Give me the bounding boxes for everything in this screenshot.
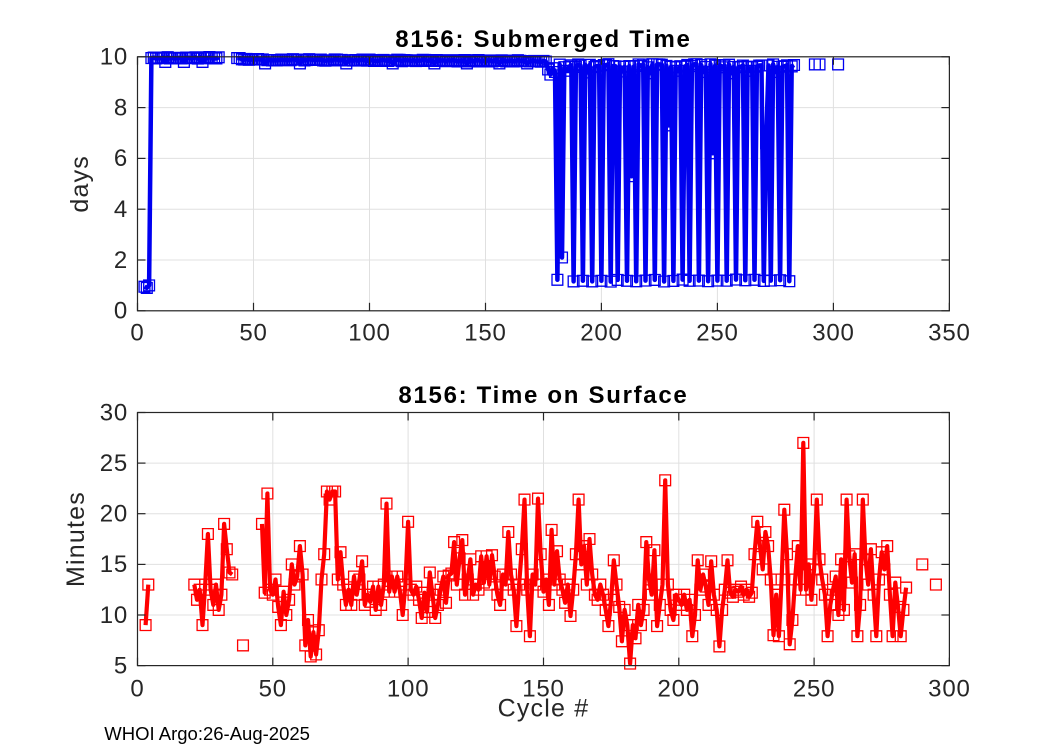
svg-text:300: 300 xyxy=(812,320,854,347)
svg-text:5: 5 xyxy=(114,652,128,679)
svg-text:10: 10 xyxy=(100,602,128,629)
svg-text:Cycle #: Cycle # xyxy=(498,695,590,723)
svg-text:100: 100 xyxy=(348,320,390,347)
svg-text:days: days xyxy=(66,155,94,213)
svg-text:250: 250 xyxy=(696,320,738,347)
svg-text:8156: Time on Surface: 8156: Time on Surface xyxy=(398,382,688,409)
svg-text:0: 0 xyxy=(114,298,128,325)
svg-text:150: 150 xyxy=(522,675,564,702)
svg-text:0: 0 xyxy=(130,320,144,347)
svg-text:20: 20 xyxy=(100,501,128,528)
svg-text:6: 6 xyxy=(114,145,128,172)
svg-text:300: 300 xyxy=(928,675,970,702)
svg-text:30: 30 xyxy=(100,399,128,426)
svg-text:10: 10 xyxy=(100,44,128,71)
svg-text:150: 150 xyxy=(464,320,506,347)
svg-text:50: 50 xyxy=(259,675,287,702)
svg-text:350: 350 xyxy=(928,320,970,347)
svg-text:8: 8 xyxy=(114,94,128,121)
svg-text:2: 2 xyxy=(114,247,128,274)
svg-text:4: 4 xyxy=(114,196,128,223)
svg-text:100: 100 xyxy=(387,675,429,702)
svg-text:200: 200 xyxy=(658,675,700,702)
svg-text:25: 25 xyxy=(100,450,128,477)
svg-text:Minutes: Minutes xyxy=(62,491,90,587)
svg-text:50: 50 xyxy=(239,320,267,347)
svg-text:250: 250 xyxy=(793,675,835,702)
svg-text:0: 0 xyxy=(130,675,144,702)
svg-text:200: 200 xyxy=(580,320,622,347)
svg-text:8156: Submerged Time: 8156: Submerged Time xyxy=(395,26,691,53)
svg-text:15: 15 xyxy=(100,551,128,578)
svg-text:WHOI Argo:26-Aug-2025: WHOI Argo:26-Aug-2025 xyxy=(104,723,310,744)
